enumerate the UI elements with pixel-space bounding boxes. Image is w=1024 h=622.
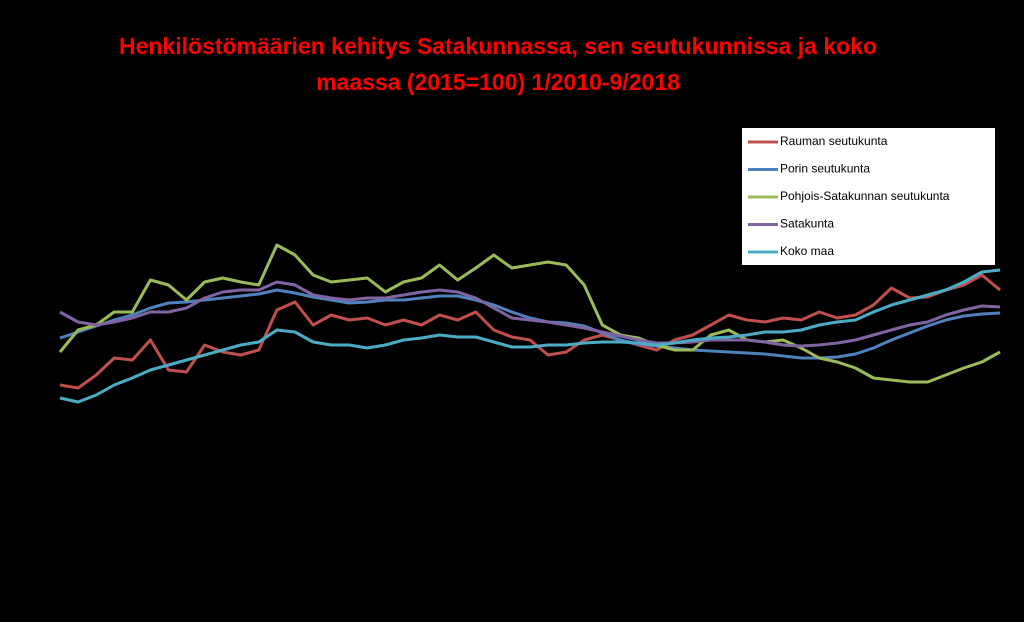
chart-title: maassa (2015=100) 1/2010-9/2018 [316,69,680,95]
legend-label: Satakunta [780,217,834,231]
series-line [59,273,1001,390]
legend-label: Koko maa [780,244,834,258]
series-line [59,288,1001,360]
legend-box [742,128,995,265]
legend-label: Pohjois-Satakunnan seutukunta [780,189,950,203]
legend-label: Rauman seutukunta [780,134,888,148]
series-line [59,268,1001,404]
legend-label: Porin seutukunta [780,162,870,176]
chart-title: Henkilöstömäärien kehitys Satakunnassa, … [119,33,877,59]
series-line [58,243,1001,384]
series-line [59,280,1001,348]
